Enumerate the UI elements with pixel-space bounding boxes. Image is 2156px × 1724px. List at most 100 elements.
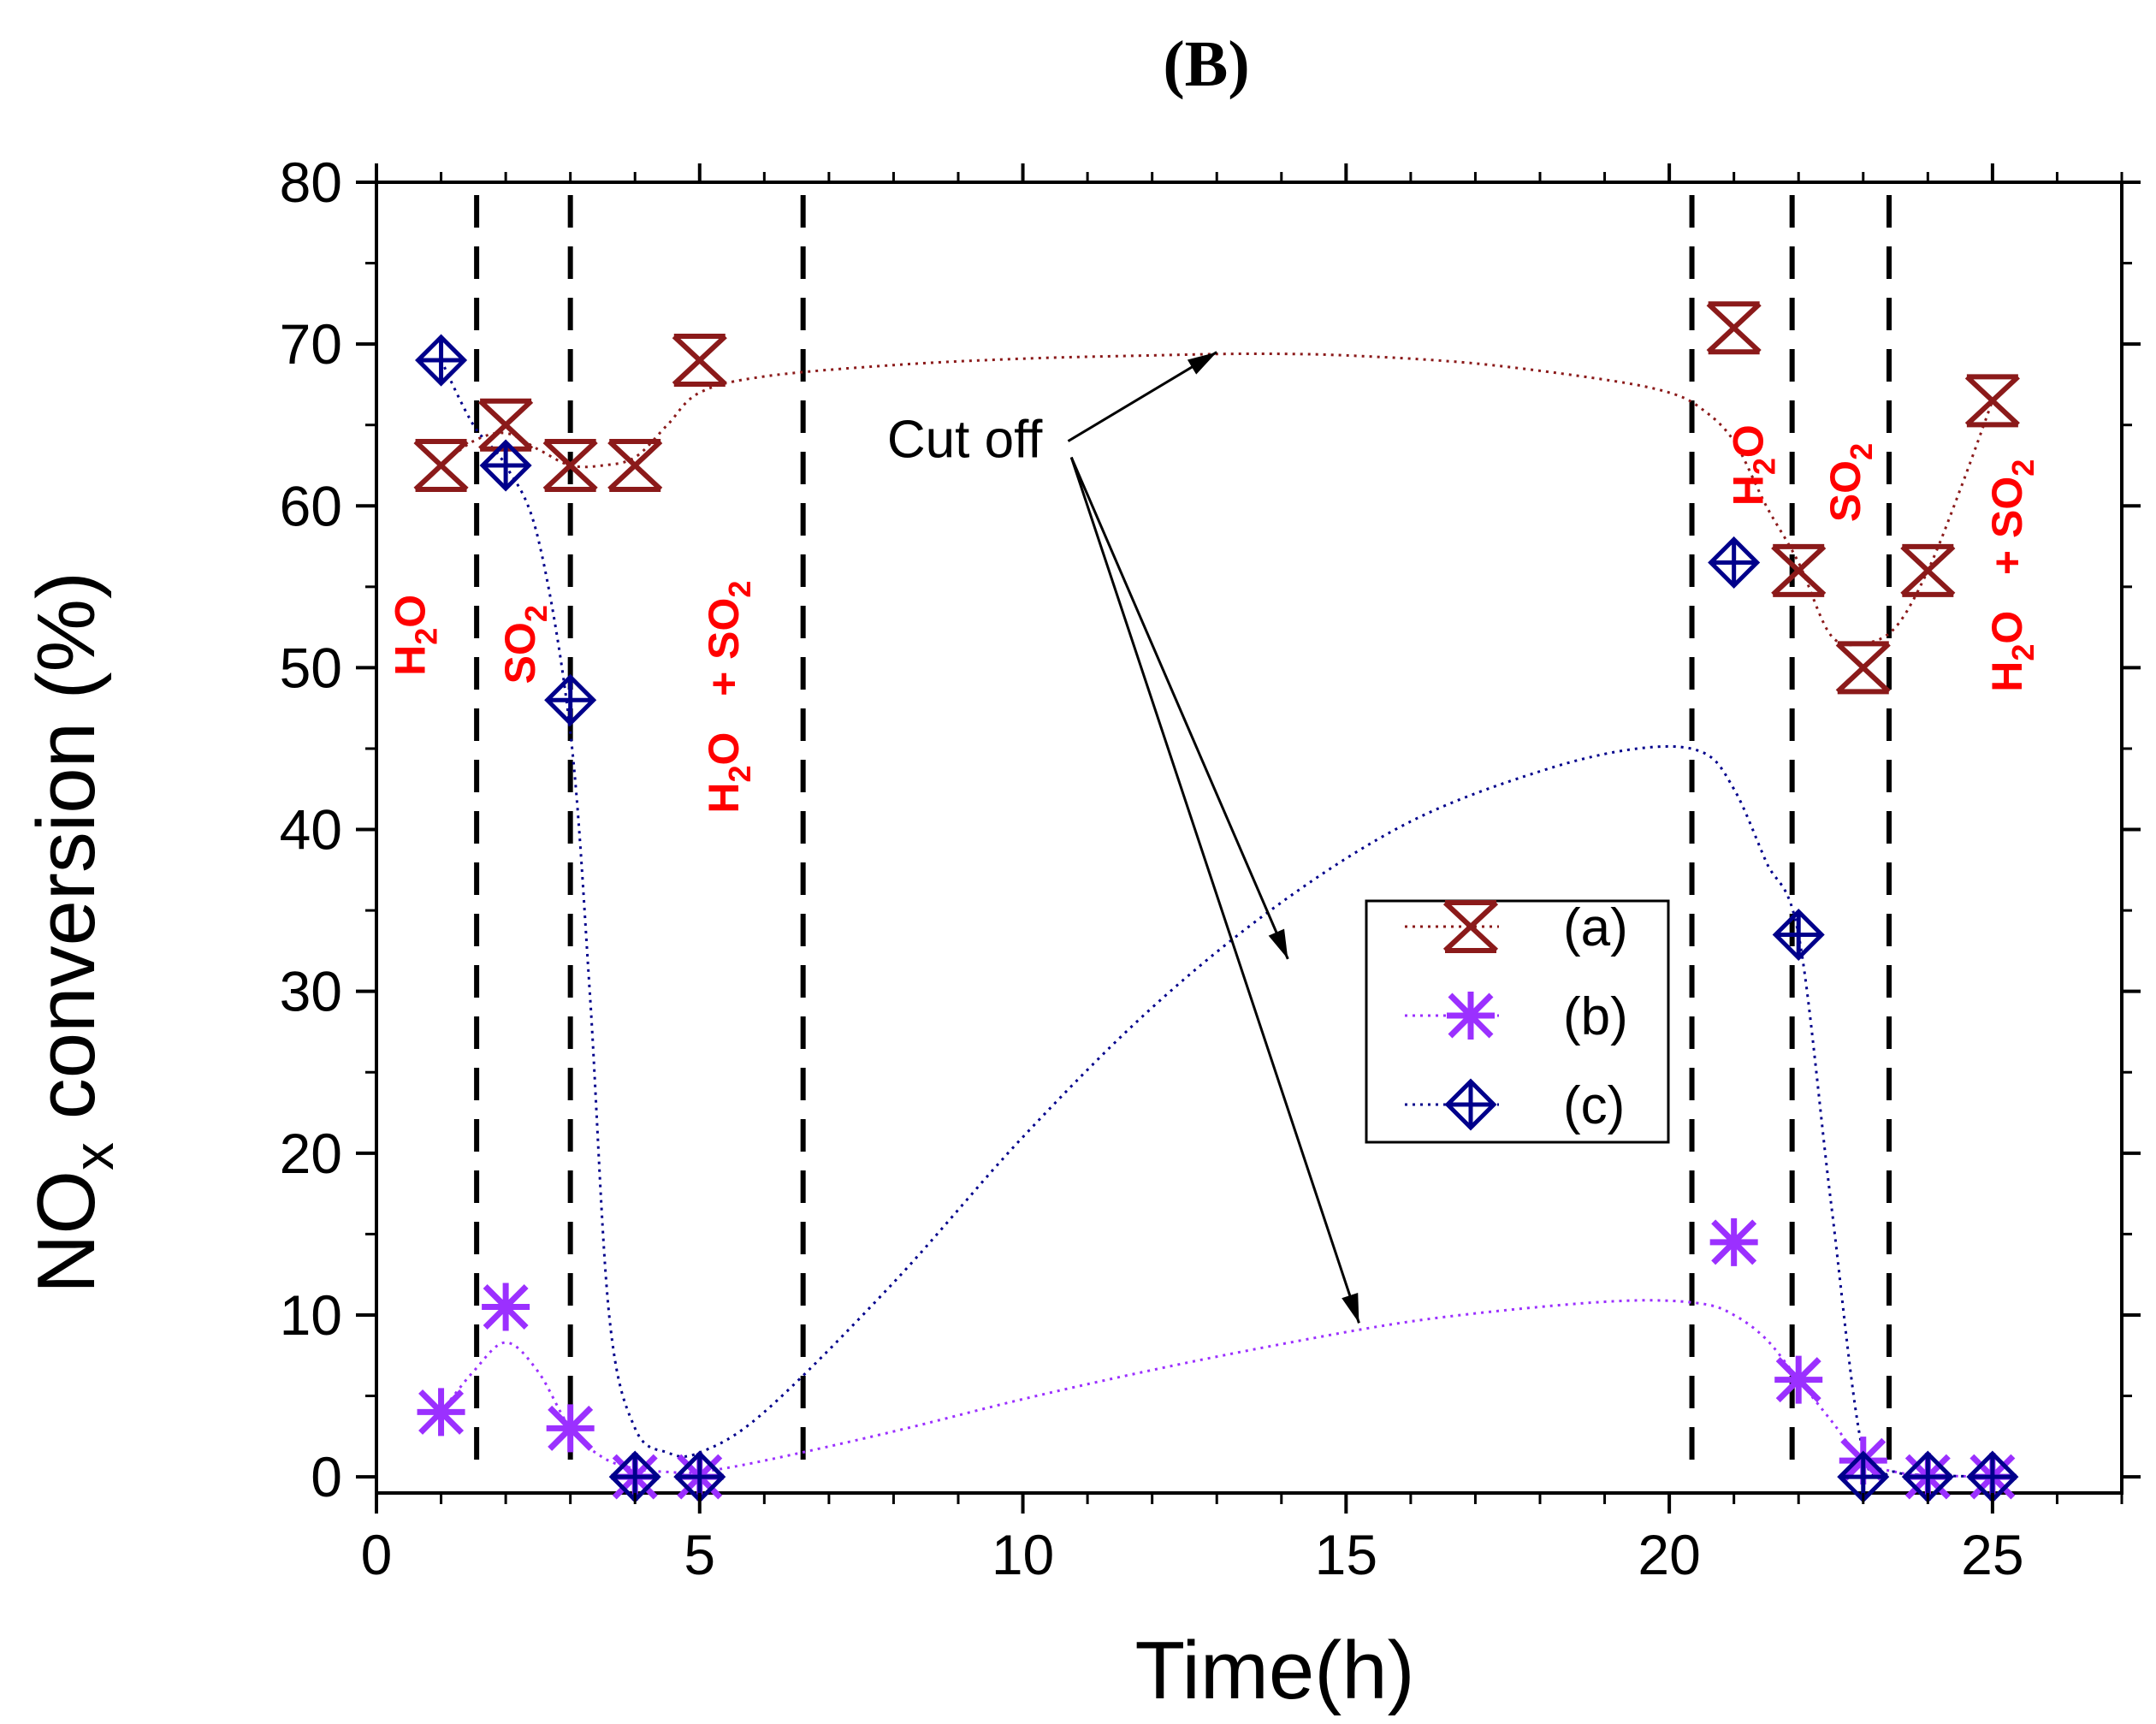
marker-shape: [1835, 641, 1891, 695]
point-c-2: [544, 673, 597, 726]
y-tick-label: 80: [280, 151, 342, 214]
annotation-text: H2O: [387, 595, 444, 676]
annotation-a4: H2O: [1725, 424, 1782, 506]
x-tick-label: 10: [992, 1523, 1054, 1586]
marker-shape: [546, 1404, 595, 1453]
point-a-7: [1835, 641, 1891, 695]
marker-shape: [417, 1388, 465, 1437]
plot-border: [375, 181, 2123, 1495]
annotation-a1: H2O: [387, 595, 444, 676]
marker-shape: [672, 334, 727, 388]
legend-box: [1365, 899, 1670, 1144]
fit-curves: [440, 352, 1994, 1479]
y-tick-label: 30: [280, 960, 342, 1023]
y-tick-label: 0: [311, 1445, 342, 1508]
anno-sub: 2: [1747, 458, 1782, 475]
anno-tail-sub: 2: [722, 581, 757, 598]
axis-ticks: 0 5 10 15 20 25 0 10 20 30 40 50 60 70 80: [280, 151, 2141, 1586]
y-tick-label: 40: [280, 798, 342, 862]
plot-frame: [375, 181, 2123, 1495]
cutoff-arrow-head-2: [1342, 1292, 1359, 1324]
marker-shape: [478, 398, 534, 452]
y-axis-label: NOx conversion (%): [21, 572, 125, 1294]
marker-shape: [1900, 543, 1956, 597]
anno-main: H: [700, 783, 748, 814]
point-a-3: [607, 438, 663, 492]
fit-curve-b: [440, 1299, 1993, 1478]
condition-dividers: [474, 195, 1892, 1476]
cutoff-arrow-head-0: [1187, 352, 1217, 375]
svg-text:NOx conversion (%): NOx conversion (%): [21, 572, 125, 1294]
y-tick-label: 70: [280, 312, 342, 376]
marker-shape: [1447, 992, 1495, 1040]
y-label-sub: x: [62, 1142, 125, 1170]
data-markers: [413, 301, 2020, 1503]
anno-tail: O + SO: [700, 598, 748, 766]
anno-sub: 2: [409, 628, 444, 645]
point-a-2: [542, 438, 598, 492]
point-b-6: [1774, 1355, 1823, 1404]
annotation-a2: SO2: [496, 605, 554, 684]
point-b-0: [417, 1388, 465, 1437]
point-c-0: [415, 334, 468, 387]
anno-main: H: [1983, 661, 2031, 692]
annotation-text: SO2: [1821, 443, 1879, 522]
x-axis-label: Time(h): [1134, 1625, 1414, 1716]
point-b-2: [546, 1404, 595, 1453]
marker-shape: [607, 438, 663, 492]
legend: (a) (b) (c): [1365, 898, 1670, 1144]
marker-shape: [1964, 374, 2020, 428]
marker-shape: [1708, 536, 1761, 589]
point-c-5: [1708, 536, 1761, 589]
cutoff-arrow-line-2: [1069, 457, 1360, 1324]
y-tick-label: 20: [280, 1122, 342, 1185]
point-b-5: [1709, 1217, 1758, 1266]
panel-label: (B): [1163, 28, 1249, 100]
y-tick-label: 60: [280, 474, 342, 537]
marker-shape: [544, 673, 597, 726]
point-a-5: [1706, 301, 1762, 355]
anno-tail: O: [387, 595, 435, 628]
annotation-text: H2O + SO2: [1983, 459, 2040, 692]
y-tick-label: 10: [280, 1283, 342, 1347]
marker-shape: [1442, 900, 1499, 953]
marker-shape: [413, 438, 469, 492]
marker-shape: [415, 334, 468, 387]
anno-sub: 2: [2005, 644, 2040, 661]
annotation-a6: H2O + SO2: [1983, 459, 2040, 692]
x-tick-label: 0: [361, 1523, 393, 1586]
fit-curve-a: [440, 352, 1994, 647]
marker-shape: [1772, 908, 1825, 962]
annotation-text: SO2: [496, 605, 554, 684]
x-tick-label: 25: [1961, 1523, 2023, 1586]
legend-marker-a: [1442, 900, 1499, 953]
anno-tail: O + SO: [1983, 477, 2031, 644]
legend-marker-b: [1447, 992, 1495, 1040]
cutoff-arrow-head-1: [1268, 928, 1288, 959]
point-a-4: [672, 334, 727, 388]
marker-shape: [1771, 543, 1827, 597]
anno-tail: O: [1725, 424, 1773, 458]
cutoff-arrow-line-1: [1069, 456, 1289, 960]
legend-label-c: (c): [1563, 1076, 1625, 1135]
annotation-a3: H2O + SO2: [700, 581, 757, 814]
anno-sub: 2: [1844, 443, 1879, 460]
marker-shape: [542, 438, 598, 492]
annotation-a5: SO2: [1821, 443, 1879, 522]
point-a-9: [1964, 374, 2020, 428]
y-label-main: NO: [21, 1170, 112, 1294]
x-tick-label: 5: [684, 1523, 715, 1586]
point-a-0: [413, 438, 469, 492]
y-label-rest: conversion (%): [21, 572, 112, 1142]
anno-sub: 2: [722, 765, 757, 782]
point-a-1: [478, 398, 534, 452]
marker-shape: [1706, 301, 1762, 355]
point-a-6: [1771, 543, 1827, 597]
x-tick-label: 20: [1638, 1523, 1700, 1586]
x-tick-label: 15: [1315, 1523, 1377, 1586]
annotation-text: H2O: [1725, 424, 1782, 506]
point-c-6: [1772, 908, 1825, 962]
marker-shape: [1444, 1078, 1497, 1131]
legend-label-b: (b): [1563, 987, 1628, 1046]
